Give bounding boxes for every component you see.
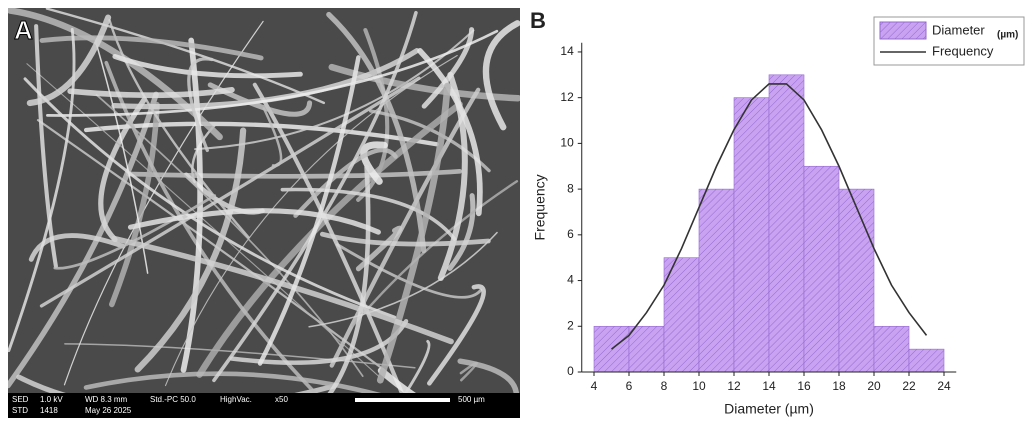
fiber [8, 91, 159, 389]
fiber [482, 20, 520, 131]
fiber [447, 193, 476, 271]
bar [908, 348, 945, 373]
legend-unit: (µm) [997, 30, 1018, 41]
fiber [8, 27, 76, 353]
fiber [111, 235, 454, 345]
fiber [417, 48, 483, 217]
x-tick-label: 18 [832, 379, 846, 393]
panel-label: B [530, 8, 546, 33]
y-tick-label: 2 [567, 318, 574, 332]
bar [838, 188, 875, 373]
x-tick-label: 6 [626, 379, 633, 393]
info-text: 1418 [40, 406, 58, 415]
bar [803, 165, 840, 373]
info-text: STD [12, 406, 28, 415]
y-tick-label: 6 [567, 227, 574, 241]
fiber [328, 63, 520, 102]
fiber [376, 82, 451, 384]
fiber [39, 76, 421, 308]
y-tick-label: 12 [560, 90, 574, 104]
fit-curve [611, 83, 928, 350]
x-tick-label: 16 [797, 379, 811, 393]
fiber [125, 168, 463, 179]
fiber [34, 24, 58, 269]
fiber [257, 55, 361, 366]
x-tick-label: 4 [591, 379, 598, 393]
fiber [26, 14, 112, 107]
x-tick-label: 22 [902, 379, 916, 393]
fiber [46, 29, 499, 117]
x-tick-label: 20 [867, 379, 881, 393]
fiber [437, 71, 468, 281]
y-tick-label: 10 [560, 136, 574, 150]
legend-box [873, 16, 1025, 66]
scale-label: 500 µm [458, 395, 485, 404]
fiber [108, 19, 250, 239]
info-text: WD 8.3 mm [85, 395, 128, 404]
bar [873, 325, 910, 373]
fiber [45, 8, 326, 105]
fiber [36, 119, 383, 370]
info-text: May 26 2025 [85, 406, 132, 415]
fiber [127, 208, 381, 235]
x-tick-label: 14 [762, 379, 776, 393]
fiber [187, 57, 214, 153]
x-tick-label: 24 [937, 379, 951, 393]
bar [698, 188, 735, 373]
fiber [28, 233, 126, 262]
legend-label: Frequency [932, 43, 994, 58]
fiber [164, 54, 458, 387]
fiber [212, 10, 418, 383]
fiber [336, 243, 483, 299]
info-text: 1.0 kV [40, 395, 63, 404]
bar [628, 325, 665, 373]
fiber [421, 27, 475, 109]
fiber [39, 35, 264, 61]
y-tick-label: 4 [567, 273, 574, 287]
fiber [319, 231, 491, 247]
bar [768, 74, 805, 373]
fiber [109, 101, 160, 308]
y-axis-label: Frequency [532, 174, 548, 240]
legend-swatch [879, 21, 927, 40]
fiber [351, 180, 519, 327]
fiber [26, 63, 380, 377]
fiber [207, 82, 313, 117]
fiber [23, 77, 397, 319]
fiber [326, 11, 427, 254]
x-axis-label: Diameter (µm) [724, 401, 814, 417]
y-tick-label: 8 [567, 181, 574, 195]
bar [663, 257, 700, 373]
y-tick-label: 0 [567, 364, 574, 378]
fiber [308, 231, 498, 328]
info-bar [8, 393, 520, 418]
fiber [112, 54, 303, 79]
info-text: SED [12, 395, 29, 404]
info-text: HighVac. [220, 395, 252, 404]
fiber [293, 147, 398, 218]
fiber [262, 107, 283, 167]
info-text: x50 [275, 395, 288, 404]
fiber [360, 141, 388, 185]
info-text: Std.-PC 50.0 [150, 395, 196, 404]
fiber [95, 94, 364, 377]
panel-label: A [14, 15, 33, 45]
bar [733, 97, 770, 373]
fiber [53, 194, 217, 270]
x-tick-label: 10 [692, 379, 706, 393]
x-tick-label: 12 [727, 379, 741, 393]
fiber [134, 127, 247, 373]
fiber [427, 284, 486, 386]
fiber [196, 101, 463, 378]
legend-label: Diameter [932, 22, 985, 37]
x-tick-label: 8 [661, 379, 668, 393]
fiber [280, 187, 457, 241]
fiber [67, 87, 235, 99]
y-tick-label: 14 [560, 44, 574, 58]
fiber [319, 164, 371, 407]
fiber [104, 60, 320, 398]
